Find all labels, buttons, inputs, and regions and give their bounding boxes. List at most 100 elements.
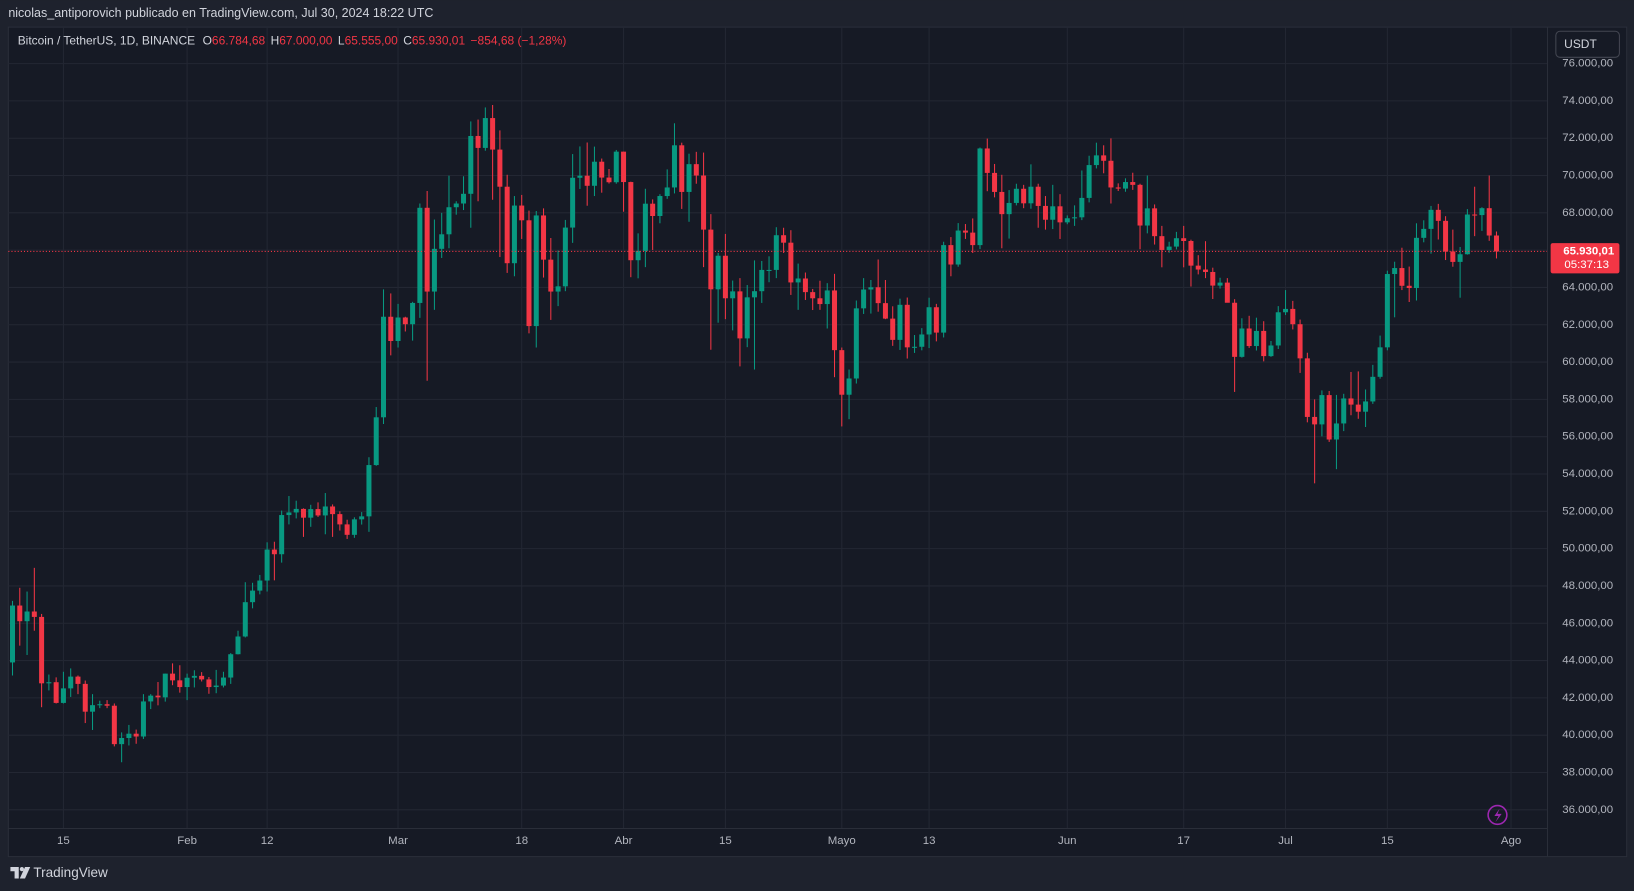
y-tick-label: 74.000,00 [1562,95,1613,107]
candle-body [955,230,961,265]
candle-body [1086,165,1092,198]
candle-body [220,677,226,686]
currency-button[interactable] [1555,30,1620,58]
candle-body [781,235,787,243]
candle-body [446,207,452,235]
candle-body [60,688,66,703]
last-price-tag [1550,243,1620,274]
grid [8,27,1548,829]
candle-body [133,733,139,737]
candle-body [68,676,74,689]
candle-body [948,245,954,265]
candle-body [504,186,510,264]
x-tick-label: 13 [923,835,936,847]
candle-body [1006,202,1012,215]
countdown: 05:37:13 [1564,259,1609,271]
candle-body [315,509,321,516]
candle-body [519,205,525,221]
x-tick-label: Mar [388,835,408,847]
candle-body [562,227,568,287]
candle-body [1428,209,1434,229]
candle-body [497,149,503,187]
candle-body [599,161,605,178]
candle-body [410,302,416,325]
y-tick-label: 52.000,00 [1562,505,1613,517]
candle-body [548,259,554,292]
candle-body [1341,398,1347,424]
y-tick-label: 38.000,00 [1562,767,1613,779]
candle-body [999,191,1005,215]
candle-body [1101,155,1107,161]
candle-body [439,234,445,249]
candle-body [970,232,976,246]
candle-body [90,705,96,712]
y-tick-label: 58.000,00 [1562,393,1613,405]
close-key: C [403,34,412,48]
candle-body [1108,160,1114,188]
candle-body [97,704,103,706]
candle-body [1232,302,1238,357]
candle-body [1377,347,1383,377]
candle-body [555,286,561,292]
candle-body [839,350,845,395]
candle-body [650,203,656,217]
candle-body [1493,235,1499,252]
y-tick-label: 48.000,00 [1562,580,1613,592]
candle-body [693,164,699,176]
candle-body [1064,218,1070,223]
currency[interactable]: USDT [1564,37,1597,51]
candle-body [417,207,423,303]
y-tick-label: 72.000,00 [1562,132,1613,144]
candle-body [1166,246,1172,250]
candle-body [293,508,299,513]
lightning-icon[interactable] [1487,804,1508,826]
candle-body [606,177,612,183]
low-key: L [338,34,345,48]
candle-body [191,675,197,678]
candle-body [722,255,728,299]
candle-body [1355,404,1361,412]
candle-body [1210,271,1216,286]
candle-body [1093,155,1099,166]
candle-body [701,175,707,230]
candle-body [1152,208,1158,237]
candle-body [75,676,81,684]
candle-body [337,514,343,525]
candle-body [868,287,874,290]
candle-body [635,250,641,261]
candle-body [148,695,154,702]
candle-body [1486,208,1492,236]
brand: TradingView [33,865,108,880]
candle-body [1413,237,1419,289]
candle-body [461,193,467,204]
candle-body [897,304,903,340]
candle-body [1384,274,1390,348]
candle-body [977,148,983,246]
candle-body [24,611,30,622]
candle-body [1122,182,1128,189]
y-tick-label: 44.000,00 [1562,655,1613,667]
candle-body [228,654,234,678]
candle-body [482,118,488,148]
candle-body [1057,206,1063,223]
candle-body [657,196,663,217]
low-value: 65.555,00 [345,34,399,48]
candle-body [1159,236,1165,250]
candle-body [1275,312,1281,346]
y-tick-label: 70.000,00 [1562,170,1613,182]
y-tick-label: 54.000,00 [1562,468,1613,480]
candle-body [286,512,292,516]
candle-body [264,549,270,581]
x-tick-label: Mayo [828,835,856,847]
candle-body [628,182,634,261]
candle-body [279,515,285,555]
candle-body [846,378,852,395]
candle-body [992,172,998,192]
candle-body [912,346,918,348]
candle-body [1195,265,1201,270]
candle-body [861,289,867,309]
candle-body [395,317,401,341]
candle-body [402,317,408,325]
candle-body [737,291,743,339]
candle-body [119,737,125,745]
